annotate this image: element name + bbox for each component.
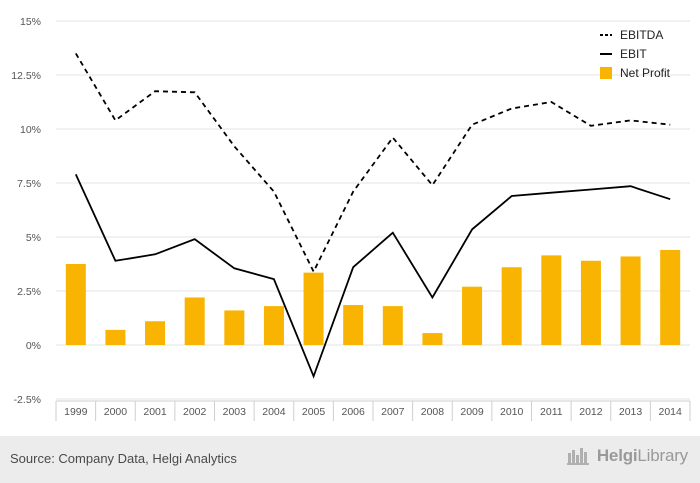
- y-tick-label: 12.5%: [11, 70, 41, 82]
- footer: Source: Company Data, Helgi Analytics He…: [0, 436, 700, 483]
- x-tick-label: 2001: [143, 406, 167, 418]
- y-tick-label: 5%: [26, 232, 41, 244]
- x-tick-label: 2009: [460, 406, 484, 418]
- y-tick-label: 7.5%: [17, 178, 41, 190]
- net-profit-bar: [105, 329, 126, 345]
- legend-swatch-net-profit: [600, 67, 612, 79]
- legend-label: EBITDA: [620, 28, 663, 42]
- legend: EBITDA EBIT Net Profit: [600, 28, 671, 80]
- source-note: Source: Company Data, Helgi Analytics: [10, 451, 237, 466]
- net-profit-bars: [65, 249, 681, 345]
- x-tick-label: 2010: [500, 406, 524, 418]
- x-tick-label: 2006: [342, 406, 366, 418]
- net-profit-bar: [660, 249, 681, 345]
- net-profit-bar: [263, 306, 284, 345]
- net-profit-bar: [382, 306, 403, 345]
- net-profit-bar: [462, 286, 483, 345]
- ebitda-line: [75, 52, 671, 274]
- x-tick-label: 2002: [183, 406, 207, 418]
- logo-text-rest: Library: [637, 446, 688, 465]
- x-tick-label: 2011: [540, 406, 563, 418]
- x-tick-label: 2000: [104, 406, 128, 418]
- y-tick-label: -2.5%: [14, 394, 41, 406]
- chart: 15% 12.5% 10% 7.5% 5% 2.5% 0% -2.5% 1999 2000 200…: [11, 16, 691, 421]
- y-axis-ticks: 15% 12.5% 10% 7.5% 5% 2.5% 0% -2.5%: [11, 16, 41, 406]
- legend-label: Net Profit: [620, 66, 671, 80]
- x-tick-label: 2008: [421, 406, 445, 418]
- x-tick-label: 2003: [223, 406, 247, 418]
- net-profit-bar: [541, 255, 562, 345]
- net-profit-bar: [580, 260, 601, 345]
- net-profit-bar: [343, 305, 364, 345]
- x-tick-label: 2007: [381, 406, 405, 418]
- net-profit-bar: [224, 310, 245, 345]
- x-tick-label: 1999: [64, 406, 88, 418]
- helgi-library-logo: HelgiLibrary: [566, 446, 688, 466]
- x-tick-label: 2014: [659, 406, 683, 418]
- net-profit-bar: [184, 297, 205, 345]
- x-tick-label: 2013: [619, 406, 643, 418]
- y-tick-label: 0%: [26, 340, 41, 352]
- x-tick-label: 2012: [579, 406, 603, 418]
- net-profit-bar: [303, 272, 324, 345]
- x-tick-label: 2005: [302, 406, 326, 418]
- y-tick-label: 2.5%: [17, 286, 41, 298]
- x-axis: 1999 2000 2001 2002 2003 2004 2005 2006 2007 2008…: [55, 400, 691, 421]
- y-tick-label: 10%: [20, 124, 41, 136]
- x-tick-label: 2004: [262, 406, 286, 418]
- library-logo-icon: [566, 448, 589, 465]
- y-tick-label: 15%: [20, 16, 41, 28]
- series-lines: [74, 52, 671, 379]
- net-profit-bar: [422, 333, 443, 345]
- net-profit-bar: [145, 321, 166, 345]
- logo-text-bold: Helgi: [596, 446, 638, 465]
- ebit-line: [74, 174, 671, 379]
- net-profit-bar: [65, 264, 86, 345]
- net-profit-bar: [620, 256, 641, 345]
- net-profit-bar: [501, 267, 522, 345]
- legend-label: EBIT: [620, 47, 647, 61]
